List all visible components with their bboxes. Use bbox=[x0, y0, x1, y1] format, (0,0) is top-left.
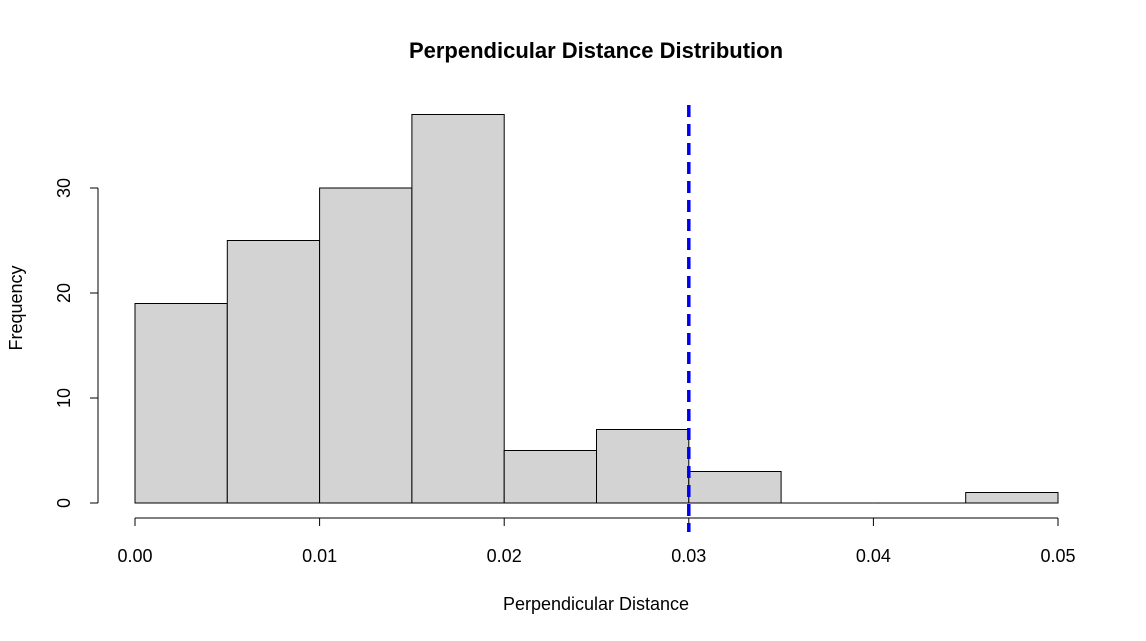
x-tick-label: 0.01 bbox=[302, 546, 337, 566]
y-tick-label: 0 bbox=[54, 498, 74, 508]
histogram-bar bbox=[965, 492, 1059, 504]
bars-group bbox=[134, 114, 1059, 504]
x-tick-label: 0.03 bbox=[671, 546, 706, 566]
x-axis-label: Perpendicular Distance bbox=[503, 594, 689, 614]
chart-title: Perpendicular Distance Distribution bbox=[409, 38, 783, 63]
y-axis-label: Frequency bbox=[6, 265, 26, 350]
y-tick-label: 20 bbox=[54, 283, 74, 303]
histogram-bar bbox=[596, 429, 690, 504]
x-tick-label: 0.05 bbox=[1040, 546, 1075, 566]
histogram-bar bbox=[319, 187, 413, 504]
histogram-bar bbox=[411, 114, 505, 504]
histogram-bar bbox=[134, 303, 228, 504]
x-tick-label: 0.02 bbox=[487, 546, 522, 566]
histogram-bar bbox=[688, 471, 782, 504]
histogram-bar bbox=[226, 240, 321, 504]
y-tick-label: 30 bbox=[54, 178, 74, 198]
histogram-bar bbox=[503, 450, 598, 504]
y-axis: 0 10 20 30 bbox=[54, 178, 99, 508]
x-axis: 0.00 0.01 0.02 0.03 0.04 0.05 bbox=[117, 517, 1076, 566]
x-tick-label: 0.04 bbox=[856, 546, 891, 566]
y-tick-label: 10 bbox=[54, 388, 74, 408]
x-tick-label: 0.00 bbox=[117, 546, 152, 566]
